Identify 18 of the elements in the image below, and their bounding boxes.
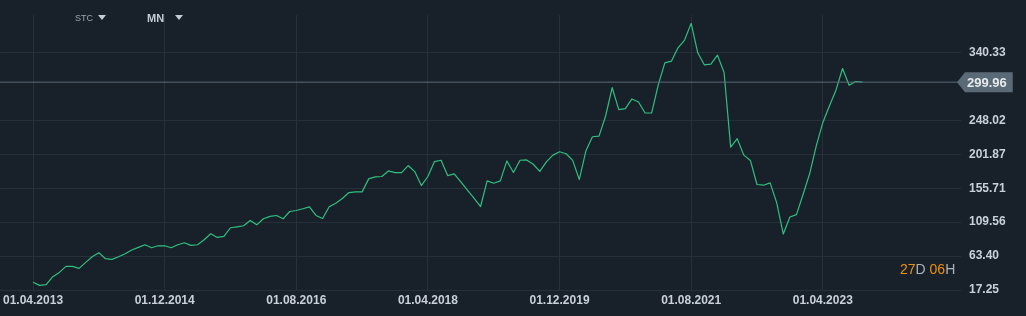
x-tick-label: 01.12.2014 (134, 292, 196, 307)
annotation: STC (75, 13, 93, 23)
x-tick-label: 01.04.2023 (792, 292, 854, 307)
x-tick-label: 01.08.2021 (661, 292, 722, 307)
x-tick-label: 01.04.2013 (3, 292, 64, 307)
x-tick-label: 01.08.2016 (266, 292, 327, 307)
annotation: MN (147, 12, 165, 24)
ref-line-label: 299.96 (967, 74, 1007, 90)
y-tick-label: 109.56 (969, 214, 1007, 229)
x-tick-label: 01.04.2018 (397, 292, 459, 307)
y-tick-label: 155.71 (969, 180, 1007, 195)
y-tick-label: 201.87 (969, 146, 1007, 161)
x-tick-label: 01.12.2019 (529, 292, 590, 307)
annotation: 27D 06H (900, 261, 956, 277)
y-tick-label: 340.33 (969, 44, 1007, 59)
y-tick-label: 248.02 (969, 112, 1007, 127)
y-tick-label: 17.25 (969, 282, 1000, 297)
y-tick-label: 63.40 (969, 248, 1000, 263)
